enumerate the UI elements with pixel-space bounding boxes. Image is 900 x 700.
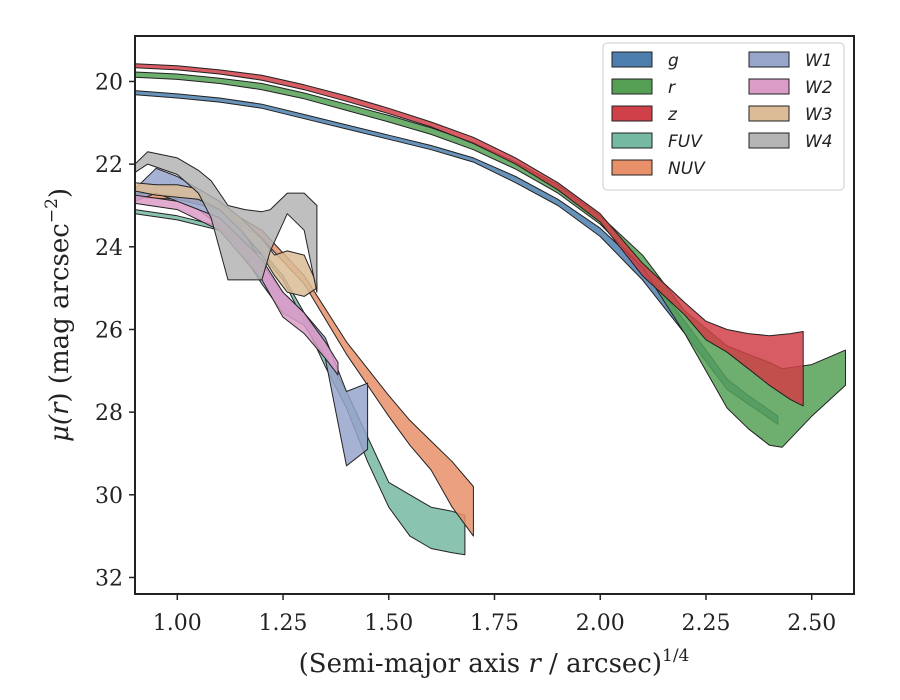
legend-swatch <box>611 78 653 95</box>
legend-swatch <box>611 51 653 68</box>
legend-label: W3 <box>805 105 833 125</box>
y-tick-label: 32 <box>95 566 123 591</box>
legend-entry-fuv: FUV <box>611 132 703 152</box>
legend-entry-g: g <box>611 51 679 71</box>
band-nuv <box>134 192 474 537</box>
legend-entry-nuv: NUV <box>611 159 706 179</box>
x-tick-label: 2.50 <box>787 611 836 636</box>
x-tick-label: 2.00 <box>576 611 625 636</box>
legend-label: W2 <box>805 78 833 98</box>
legend-entry-z: z <box>611 105 678 125</box>
legend-label: W4 <box>805 132 833 152</box>
band-r <box>134 71 846 448</box>
x-tick-label: 1.00 <box>153 611 202 636</box>
legend-label: g <box>668 51 679 71</box>
y-axis-label: μ(r) (mag arcsec−2) <box>42 188 75 442</box>
x-tick-label: 1.50 <box>364 611 413 636</box>
legend-label: W1 <box>805 51 833 71</box>
legend-swatch <box>611 159 653 176</box>
legend-label: NUV <box>668 159 706 179</box>
legend-swatch <box>611 132 653 149</box>
y-tick-label: 28 <box>95 401 123 426</box>
band-z <box>134 63 804 407</box>
legend-swatch <box>748 51 790 68</box>
x-axis-ticks: 1.00 1.25 1.50 1.75 2.00 2.25 2.50 <box>153 594 836 636</box>
legend-swatch <box>748 78 790 95</box>
legend: grz FUV NUV W1 W2 W3 W4 <box>602 42 845 191</box>
legend-swatch <box>611 105 653 122</box>
legend-entry-r: r <box>611 78 676 98</box>
x-tick-label: 1.75 <box>470 611 519 636</box>
y-tick-label: 30 <box>95 484 123 509</box>
legend-entry-w4: W4 <box>748 132 833 152</box>
y-tick-label: 20 <box>95 70 123 95</box>
legend-items: grz FUV NUV W1 W2 W3 W4 <box>611 51 833 179</box>
surface-brightness-bands <box>134 63 846 556</box>
y-tick-label: 24 <box>95 236 123 261</box>
y-tick-label: 22 <box>95 153 123 178</box>
legend-entry-w2: W2 <box>748 78 833 98</box>
legend-label: r <box>668 78 676 98</box>
x-axis-label: (Semi-major axis r / arcsec)1/4 <box>299 646 690 679</box>
legend-label: z <box>667 105 678 125</box>
legend-entry-w1: W1 <box>748 51 833 71</box>
band-w4 <box>134 151 318 293</box>
legend-entry-w3: W3 <box>748 105 833 125</box>
legend-swatch <box>748 132 790 149</box>
legend-label: FUV <box>668 132 703 152</box>
y-axis-ticks: 20 22 24 26 28 30 32 <box>95 70 135 591</box>
x-tick-label: 2.25 <box>681 611 730 636</box>
x-tick-label: 1.25 <box>259 611 308 636</box>
legend-swatch <box>748 105 790 122</box>
y-tick-label: 26 <box>95 318 123 343</box>
